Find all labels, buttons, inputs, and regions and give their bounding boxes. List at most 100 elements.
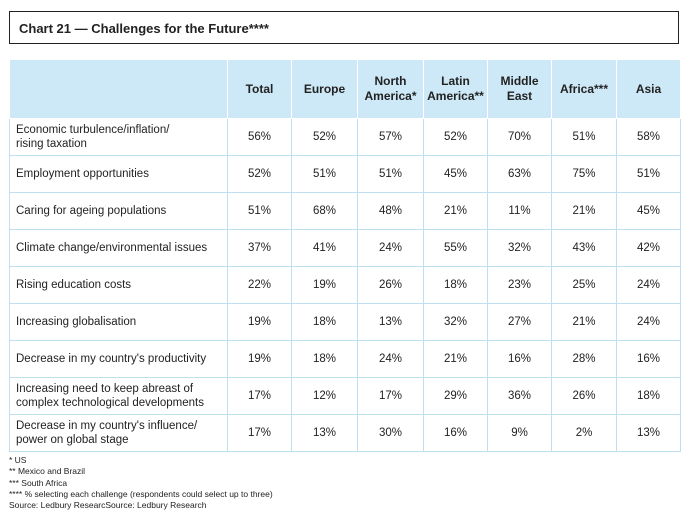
table-row: Caring for ageing populations 51% 68% 48% 21…	[9, 192, 681, 230]
table-row: Rising education costs 22% 19% 26% 18% 23% 25%…	[9, 266, 681, 304]
table-cell: 22%	[227, 266, 292, 304]
table-cell: 21%	[423, 192, 488, 230]
row-label: Economic turbulence/inflation/rising tax…	[9, 118, 228, 156]
table-cell: 24%	[357, 340, 424, 378]
table-cell: 12%	[291, 377, 358, 415]
column-header: Total	[227, 59, 292, 119]
table-cell: 51%	[227, 192, 292, 230]
footnote: ** Mexico and Brazil	[9, 466, 86, 477]
column-header: Middle East	[487, 59, 552, 119]
table-cell: 16%	[487, 340, 552, 378]
table-row: Employment opportunities 52% 51% 51% 45% 63% 7…	[9, 155, 681, 193]
footnote: **** % selecting each challenge (respond…	[9, 488, 273, 499]
table-cell: 23%	[487, 266, 552, 304]
table-cell: 30%	[357, 414, 424, 452]
table-cell: 24%	[616, 303, 681, 341]
column-header-line: North America*	[364, 74, 417, 103]
table-cell: 37%	[227, 229, 292, 267]
table-cell: 55%	[423, 229, 488, 267]
row-label: Climate change/environmental issues	[9, 229, 228, 267]
table-cell: 51%	[291, 155, 358, 193]
table-cell: 68%	[291, 192, 358, 230]
table-cell: 16%	[423, 414, 488, 452]
table-row: Decrease in my country's influence/power…	[9, 414, 681, 452]
table-cell: 25%	[551, 266, 617, 304]
table-cell: 51%	[616, 155, 681, 193]
table-cell: 21%	[423, 340, 488, 378]
column-header-line: Middle East	[500, 74, 539, 103]
table-cell: 19%	[227, 303, 292, 341]
source-note: Source: Ledbury ResearcSource: Ledbury R…	[9, 500, 207, 511]
table-cell: 52%	[423, 118, 488, 156]
table-cell: 26%	[551, 377, 617, 415]
table-cell: 45%	[616, 192, 681, 230]
row-label: Increasing globalisation	[9, 303, 228, 341]
table-cell: 58%	[616, 118, 681, 156]
column-header: Asia	[616, 59, 681, 119]
table-cell: 56%	[227, 118, 292, 156]
table-cell: 52%	[291, 118, 358, 156]
column-header	[9, 59, 228, 119]
table-cell: 21%	[551, 303, 617, 341]
table-cell: 70%	[487, 118, 552, 156]
table-cell: 18%	[291, 340, 358, 378]
footnotes: * US ** Mexico and Brazil *** South Afri…	[9, 455, 273, 511]
table-cell: 24%	[616, 266, 681, 304]
table-cell: 11%	[487, 192, 552, 230]
chart-title: Chart 21 — Challenges for the Future****	[9, 11, 679, 44]
table-cell: 9%	[487, 414, 552, 452]
table-cell: 26%	[357, 266, 424, 304]
row-label: Increasing need to keep abreast of comple…	[9, 377, 228, 415]
header-row: Total Europe North America* Latin America*…	[9, 59, 681, 119]
table-row: Decrease in my country's productivity 19%…	[9, 340, 681, 378]
table-cell: 51%	[551, 118, 617, 156]
table-cell: 17%	[227, 414, 292, 452]
table-cell: 57%	[357, 118, 424, 156]
footnote: * US	[9, 455, 27, 465]
table-cell: 13%	[291, 414, 358, 452]
row-label: Caring for ageing populations	[9, 192, 228, 230]
table-cell: 17%	[227, 377, 292, 415]
table-cell: 28%	[551, 340, 617, 378]
challenges-table: Total Europe North America* Latin America*…	[9, 59, 681, 452]
row-label: Decrease in my country's influence/power…	[9, 414, 228, 452]
table-cell: 52%	[227, 155, 292, 193]
table-cell: 18%	[616, 377, 681, 415]
column-header: Latin America**	[423, 59, 488, 119]
table-cell: 24%	[357, 229, 424, 267]
table-cell: 43%	[551, 229, 617, 267]
table-cell: 29%	[423, 377, 488, 415]
table-cell: 13%	[616, 414, 681, 452]
row-label: Decrease in my country's productivity	[9, 340, 228, 378]
table-cell: 2%	[551, 414, 617, 452]
column-header: North America*	[357, 59, 424, 119]
table-cell: 63%	[487, 155, 552, 193]
table-row: Increasing globalisation 19% 18% 13% 32% 27% 2…	[9, 303, 681, 341]
table-cell: 17%	[357, 377, 424, 415]
table-cell: 32%	[487, 229, 552, 267]
table-cell: 45%	[423, 155, 488, 193]
table-cell: 18%	[291, 303, 358, 341]
table-row: Economic turbulence/inflation/rising tax…	[9, 118, 681, 156]
table-cell: 75%	[551, 155, 617, 193]
footnote: *** South Africa	[9, 477, 68, 488]
column-header: Africa***	[551, 59, 617, 119]
table-row: Increasing need to keep abreast of comple…	[9, 377, 681, 415]
column-header: Europe	[291, 59, 358, 119]
table-cell: 32%	[423, 303, 488, 341]
table-cell: 19%	[291, 266, 358, 304]
table-cell: 16%	[616, 340, 681, 378]
row-label: Rising education costs	[9, 266, 228, 304]
table-cell: 51%	[357, 155, 424, 193]
table-cell: 42%	[616, 229, 681, 267]
table-row: Climate change/environmental issues 37% 41…	[9, 229, 681, 267]
table-cell: 48%	[357, 192, 424, 230]
table-cell: 36%	[487, 377, 552, 415]
row-label: Employment opportunities	[9, 155, 228, 193]
table-cell: 18%	[423, 266, 488, 304]
table-cell: 21%	[551, 192, 617, 230]
table-cell: 13%	[357, 303, 424, 341]
table-cell: 41%	[291, 229, 358, 267]
table-cell: 19%	[227, 340, 292, 378]
column-header-line: Latin America**	[427, 74, 484, 103]
